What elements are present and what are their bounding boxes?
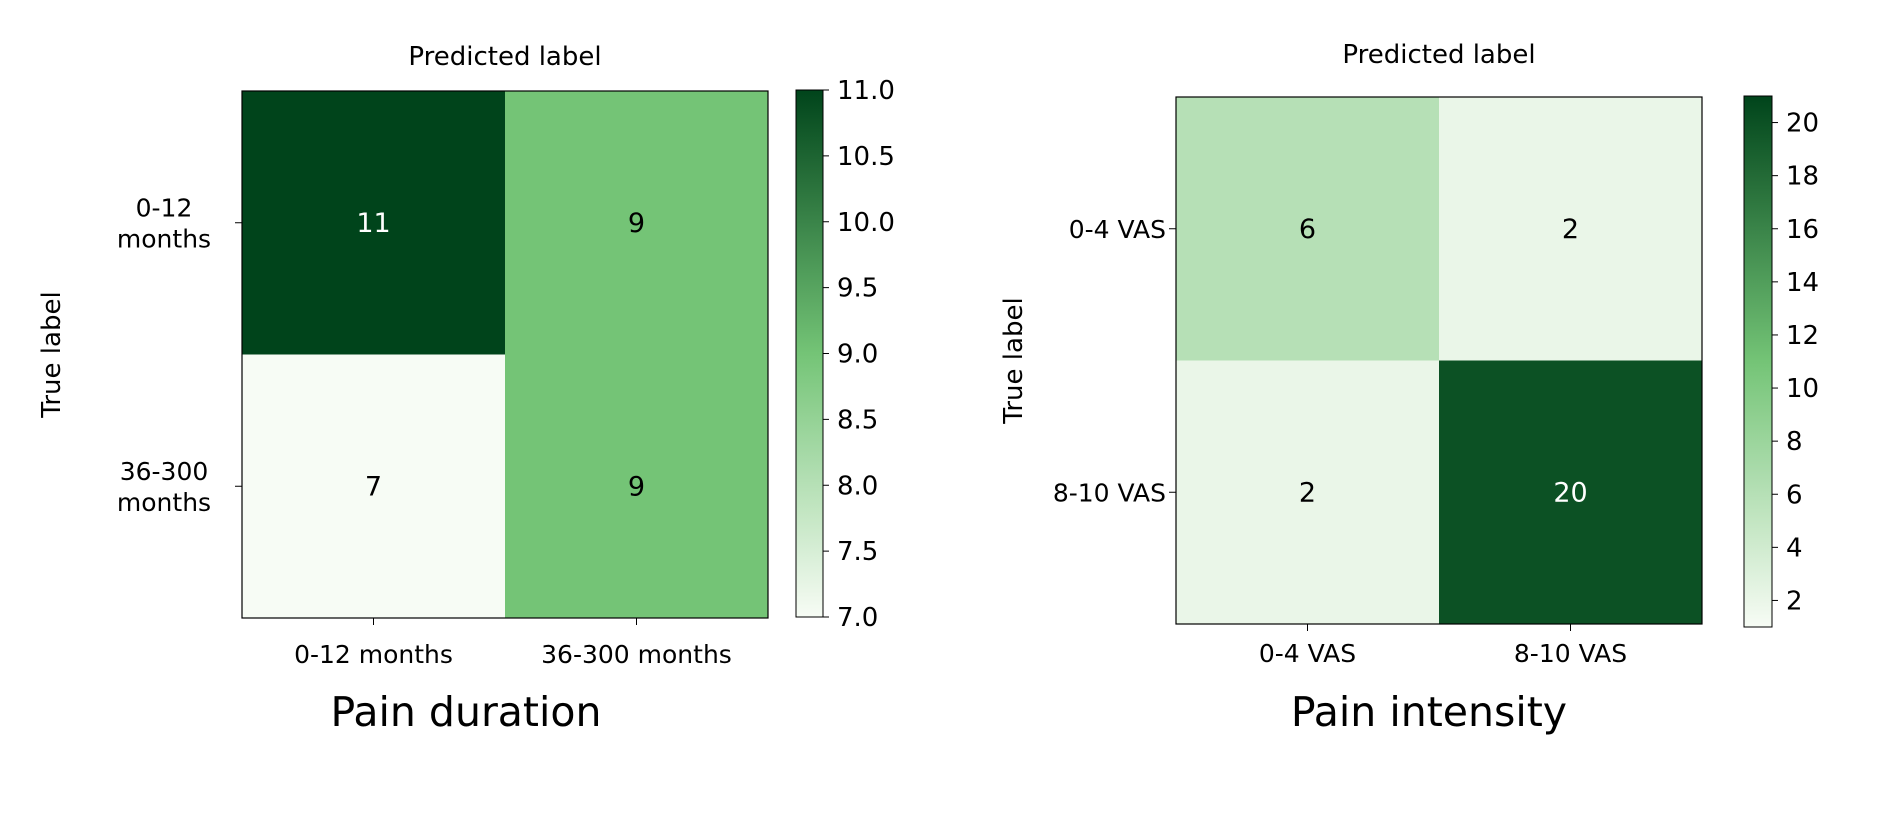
colorbar-tick-label: 7.0: [837, 603, 878, 633]
colorbar-tick-label: 16: [1786, 215, 1819, 245]
heatmap-cell: [1176, 97, 1439, 361]
colorbar-tick-label: 18: [1786, 162, 1819, 192]
y-axis-label: True label: [37, 291, 67, 418]
heatmap-cell: [242, 91, 505, 355]
heatmap-cell: [1439, 97, 1702, 361]
colorbar-tick-label: 8.5: [837, 405, 878, 435]
cell-value-label: 9: [628, 208, 645, 239]
colorbar-tick-label: 9.0: [837, 340, 878, 370]
heatmap-cell: [242, 354, 505, 618]
panel-title: Pain duration: [331, 688, 602, 736]
y-tick-label: 0-4 VAS: [1069, 215, 1166, 244]
cell-value-label: 2: [1562, 214, 1579, 245]
colorbar-tick-label: 10: [1786, 374, 1819, 404]
cell-value-label: 7: [365, 471, 382, 502]
x-axis-label: Predicted label: [1342, 40, 1535, 70]
heatmap-cell: [505, 354, 768, 618]
cell-value-label: 11: [356, 208, 390, 239]
heatmap-frame: [241, 90, 769, 619]
heatmap-cell: [505, 91, 768, 355]
y-tick-label-line: 8-10 VAS: [1053, 478, 1166, 507]
y-axis-label: True label: [999, 297, 1029, 424]
colorbar-tick-label: 8.0: [837, 471, 878, 501]
colorbar: [795, 89, 824, 618]
x-axis-label: Predicted label: [408, 42, 601, 72]
colorbar: [1743, 95, 1773, 628]
heatmap-cell: [1439, 360, 1702, 624]
y-tick-label-line: months: [117, 224, 211, 253]
x-tick-label: 8-10 VAS: [1514, 639, 1627, 668]
y-tick-label-line: 0-4 VAS: [1069, 215, 1166, 244]
y-tick-label: 36-300 months: [117, 457, 211, 517]
heatmap-cell: [1176, 360, 1439, 624]
x-tick-label: 0-4 VAS: [1259, 639, 1356, 668]
colorbar-tick-label: 7.5: [837, 537, 878, 567]
cell-value-label: 20: [1553, 477, 1587, 508]
y-tick-label-line: months: [117, 488, 211, 517]
y-tick-label-line: 36-300: [120, 457, 209, 486]
heatmap-frame: [1175, 96, 1703, 625]
colorbar-tick-label: 20: [1786, 109, 1819, 139]
y-tick-label-line: 0-12: [136, 193, 193, 222]
colorbar-tick-label: 10.5: [837, 142, 895, 172]
colorbar-tick-label: 11.0: [837, 76, 895, 106]
cell-value-label: 9: [628, 471, 645, 502]
colorbar-tick-label: 8: [1786, 427, 1803, 457]
colorbar-tick-label: 4: [1786, 533, 1803, 563]
colorbar-tick-label: 10.0: [837, 208, 895, 238]
y-tick-label: 8-10 VAS: [1053, 478, 1166, 507]
pain-intensity-chart: 6 2 2 20 0-4 VAS 8-10 VAS 0-4 VAS 8-10 VAS Predi…: [999, 40, 1819, 736]
colorbar-tick-label: 14: [1786, 268, 1819, 298]
x-tick-label: 0-12 months: [294, 640, 453, 669]
colorbar-tick-label: 9.5: [837, 274, 878, 304]
cell-value-label: 2: [1299, 477, 1316, 508]
y-tick-label: 0-12 months: [117, 193, 211, 253]
colorbar-tick-label: 6: [1786, 480, 1803, 510]
colorbar-tick-label: 2: [1786, 586, 1803, 616]
cell-value-label: 6: [1299, 214, 1316, 245]
colorbar-tick-label: 12: [1786, 321, 1819, 351]
x-tick-label: 36-300 months: [541, 640, 732, 669]
panel-title: Pain intensity: [1291, 688, 1567, 736]
